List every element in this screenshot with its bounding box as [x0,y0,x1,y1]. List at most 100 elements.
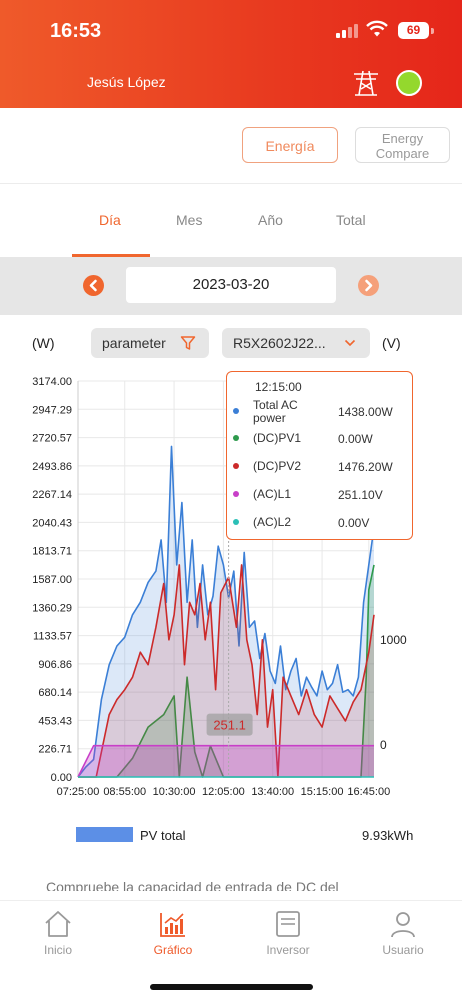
series-dot [233,435,239,441]
battery-icon: 69 [398,22,429,39]
y-tick-label: 3174.00 [32,376,72,388]
energy-compare-button[interactable]: Energy Compare [355,127,450,163]
tooltip-series-name: (DC)PV2 [253,459,302,473]
device-label: R5X2602J22... [233,335,326,351]
nav-label: Usuario [382,943,424,957]
app-header: 16:53 69 Jesús López [0,0,462,108]
tooltip-time: 12:15:00 [255,380,302,394]
tab-ano[interactable]: Año [258,212,283,228]
y-tick-label: 906.86 [38,659,72,671]
series-dot [233,491,239,497]
energy-compare-line2: Compare [375,146,430,161]
series-line [78,564,375,778]
y-tick-label: 453.43 [38,715,72,727]
battery-tip [431,28,434,34]
nav-inversor[interactable]: Inversor [253,909,323,957]
tab-total[interactable]: Total [336,212,366,228]
user-icon [391,912,415,938]
prev-date-button[interactable] [83,275,104,296]
x-tick-label: 15:15:00 [301,786,344,798]
tooltip-series-value: 0.00V [338,516,370,530]
y-tick-label: 680.14 [38,687,72,699]
tooltip-row: Total AC power 1438.00W [227,399,413,425]
series-line [77,445,375,778]
y-tick-label: 2493.86 [32,461,72,473]
tooltip-series-value: 251.10V [338,488,383,502]
x-tick-label: 08:55:00 [103,786,146,798]
grid-tower-icon[interactable] [351,68,381,96]
total-energy-value: 9.93kWh [362,828,414,843]
series-line [77,744,374,778]
x-tick-label: 12:05:00 [202,786,245,798]
date-selector: 2023-03-20 [0,257,462,315]
tab-underline [72,254,150,257]
pv-total-label: PV total [140,828,186,843]
tooltip-series-value: 0.00W [338,432,373,446]
inverter-icon [276,911,300,937]
wifi-icon [366,20,388,37]
chart-icon [160,913,185,937]
nav-label: Inversor [266,943,310,957]
tab-dia[interactable]: Día [99,212,121,228]
energy-compare-line1: Energy [381,131,424,146]
right-unit-label: (V) [382,335,401,351]
y-tick-label: 2947.29 [32,404,72,416]
tab-mes[interactable]: Mes [176,212,203,228]
left-unit-label: (W) [32,335,55,351]
marker-label: 251.1 [213,718,246,733]
nav-inicio[interactable]: Inicio [23,909,93,957]
parameter-filter-button[interactable]: parameter [91,328,209,358]
status-time: 16:53 [50,20,102,42]
y-tick-label: 226.71 [38,744,72,756]
energia-button[interactable]: Energía [242,127,338,163]
y-tick-label: 0.00 [51,772,72,784]
y-tick-label: 2720.57 [32,433,72,445]
home-indicator [150,984,313,990]
nav-grafico[interactable]: Gráfico [138,909,208,957]
nav-label: Gráfico [153,943,193,957]
parameter-label: parameter [102,335,166,351]
bottom-nav: Inicio Gráfico Inversor Usuario [0,900,462,1000]
divider [0,183,462,184]
y-right-tick-label: 1000 [380,633,407,647]
series-dot [233,519,239,525]
chevron-down-icon [344,339,356,347]
signal-icon [336,24,358,38]
x-tick-label: 16:45:00 [347,786,390,798]
tooltip-series-name: (DC)PV1 [253,431,302,445]
chevron-right-icon [365,279,373,292]
tooltip-series-value: 1476.20W [338,460,393,474]
chart-tooltip: 12:15:00 Total AC power 1438.00W (DC)PV1… [226,371,413,540]
date-field[interactable]: 2023-03-20 [126,267,336,303]
filter-icon [180,336,196,350]
pv-total-swatch [76,827,133,842]
y-tick-label: 1360.29 [32,602,72,614]
y-tick-label: 2040.43 [32,517,72,529]
y-tick-label: 1133.57 [33,631,72,643]
nav-usuario[interactable]: Usuario [368,909,438,957]
x-tick-label: 13:40:00 [251,786,294,798]
series-dot [233,408,239,414]
tooltip-series-name: Total AC power [253,398,298,425]
y-tick-label: 2267.14 [32,489,72,501]
nav-label: Inicio [43,943,72,957]
x-tick-label: 07:25:00 [57,786,100,798]
next-date-button[interactable] [358,275,379,296]
tooltip-series-name: (AC)L1 [253,487,292,501]
tooltip-series-name: (AC)L2 [253,515,292,529]
x-tick-label: 10:30:00 [153,786,196,798]
series-area [78,564,374,777]
y-tick-label: 1813.71 [32,546,72,558]
series-area [78,446,374,777]
status-indicator [396,70,422,96]
chevron-left-icon [89,279,97,292]
marker-label-box [206,713,253,736]
y-tick-label: 1587.00 [32,574,72,586]
device-select[interactable]: R5X2602J22... [222,328,370,358]
series-area [78,745,374,777]
tooltip-series-value: 1438.00W [338,405,393,419]
series-dot [233,463,239,469]
user-name: Jesús López [87,74,166,90]
footer-note: Compruebe la capacidad de entrada de DC … [46,879,339,891]
y-right-tick-label: 0 [380,738,387,752]
